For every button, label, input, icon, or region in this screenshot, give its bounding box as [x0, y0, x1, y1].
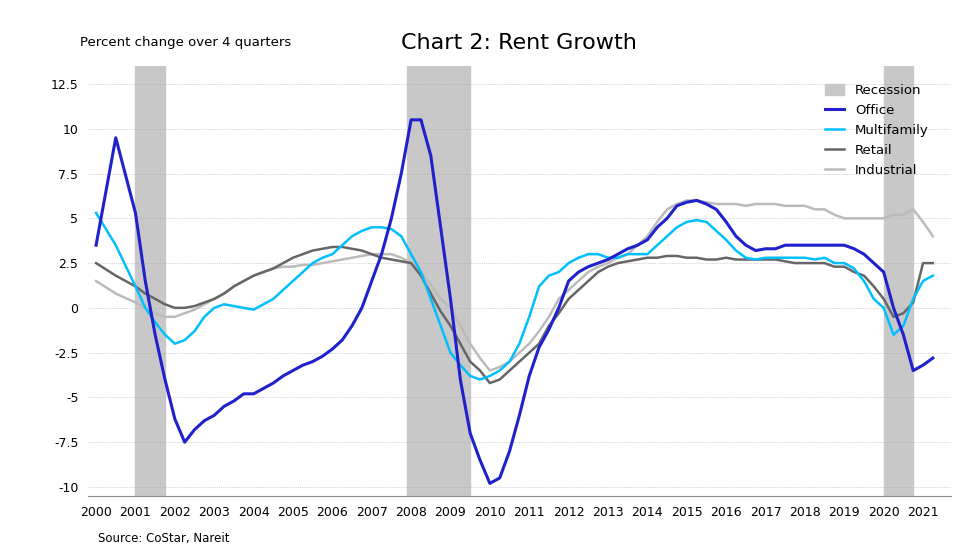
Line: Industrial: Industrial [96, 201, 933, 371]
Industrial [90, 278, 102, 284]
Multifamily [474, 376, 486, 383]
Line: Retail: Retail [96, 247, 933, 383]
Text: Percent change over 4 quarters: Percent change over 4 quarters [79, 36, 291, 49]
Bar [884, 66, 913, 496]
Multifamily [523, 314, 535, 320]
Office [405, 117, 416, 123]
Retail [533, 341, 545, 347]
Retail [927, 260, 939, 267]
Bar [407, 66, 470, 496]
Retail [789, 260, 801, 267]
Retail [750, 256, 761, 263]
Multifamily [484, 372, 496, 379]
Office [110, 134, 122, 141]
Office [789, 242, 801, 249]
Bar [135, 66, 165, 496]
Retail [110, 272, 122, 279]
Office [927, 355, 939, 361]
Industrial [159, 314, 171, 320]
Office [484, 480, 496, 487]
Office [750, 247, 761, 254]
Office [494, 474, 506, 482]
Multifamily [740, 255, 752, 261]
Multifamily [159, 332, 171, 338]
Text: Source: CoStar, Nareit: Source: CoStar, Nareit [98, 532, 229, 545]
Multifamily [110, 242, 122, 249]
Retail [326, 244, 338, 250]
Office [533, 344, 545, 350]
Retail [90, 260, 102, 267]
Industrial [474, 355, 486, 361]
Office [90, 242, 102, 249]
Retail [484, 380, 496, 386]
Industrial [523, 341, 535, 347]
Legend: Recession, Office, Multifamily, Retail, Industrial: Recession, Office, Multifamily, Retail, … [818, 77, 935, 183]
Title: Chart 2: Rent Growth: Chart 2: Rent Growth [402, 34, 637, 53]
Industrial [789, 203, 801, 209]
Retail [159, 301, 171, 307]
Industrial [750, 201, 761, 207]
Multifamily [927, 272, 939, 279]
Industrial [110, 290, 122, 297]
Industrial [681, 197, 693, 204]
Line: Office: Office [96, 120, 933, 483]
Multifamily [779, 255, 791, 261]
Industrial [484, 368, 496, 374]
Office [159, 376, 171, 383]
Industrial [927, 233, 939, 240]
Line: Multifamily: Multifamily [96, 213, 933, 380]
Retail [494, 376, 506, 383]
Multifamily [90, 210, 102, 217]
